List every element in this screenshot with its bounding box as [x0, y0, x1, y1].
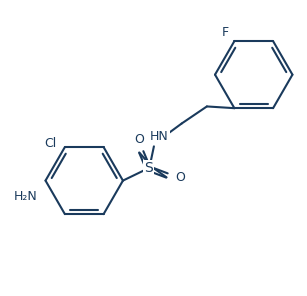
Text: O: O [134, 133, 144, 146]
Text: S: S [144, 161, 153, 175]
Text: F: F [222, 26, 229, 39]
Text: H₂N: H₂N [14, 189, 38, 202]
Text: O: O [175, 171, 185, 184]
Text: Cl: Cl [45, 137, 57, 150]
Text: HN: HN [150, 130, 169, 143]
